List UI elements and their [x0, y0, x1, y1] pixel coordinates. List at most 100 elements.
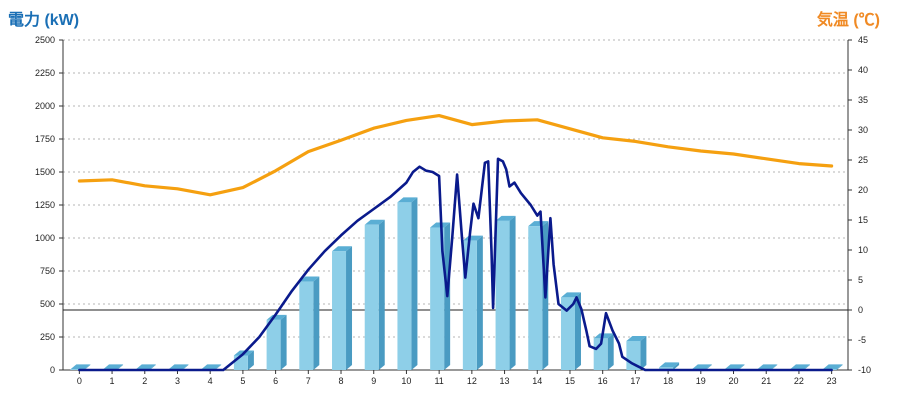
bar-side [640, 335, 647, 370]
bar [593, 333, 614, 370]
bar-top [495, 215, 516, 221]
bar-face [332, 251, 347, 370]
left-tick-label: 500 [40, 299, 55, 309]
bar-face [528, 226, 543, 370]
left-tick-label: 750 [40, 266, 55, 276]
x-tick-label: 5 [240, 376, 245, 386]
x-tick-label: 13 [500, 376, 510, 386]
x-tick-label: 12 [467, 376, 477, 386]
bar-face [364, 224, 379, 370]
x-tick-label: 1 [110, 376, 115, 386]
bar-side [803, 364, 810, 370]
bar-side [149, 364, 156, 370]
bar-face [659, 367, 674, 370]
bar-side [84, 364, 91, 370]
right-tick-label: 25 [858, 155, 868, 165]
x-tick-label: 17 [630, 376, 640, 386]
bar-top [822, 364, 843, 370]
x-tick-label: 21 [761, 376, 771, 386]
left-tick-label: 2250 [35, 68, 55, 78]
x-tick-label: 16 [598, 376, 608, 386]
temperature-line [77, 114, 834, 197]
x-tick-label: 23 [827, 376, 837, 386]
left-tick-label: 1000 [35, 233, 55, 243]
bar-top [724, 364, 745, 370]
bar [495, 215, 516, 370]
left-axis-title: 電力 (kW) [8, 12, 80, 29]
bar-side [476, 235, 483, 370]
bar-top [201, 364, 222, 370]
x-tick-label: 0 [77, 376, 82, 386]
grid-lines [63, 39, 848, 338]
bar-face [430, 227, 445, 370]
right-tick-label: 10 [858, 245, 868, 255]
bar [332, 246, 353, 370]
left-tick-label: 2500 [35, 35, 55, 45]
bar-face [560, 297, 575, 370]
x-tick-label: 2 [142, 376, 147, 386]
bar [430, 222, 451, 370]
left-tick-label: 250 [40, 332, 55, 342]
bar-face [495, 220, 510, 370]
bar-side [607, 333, 614, 370]
bar [659, 362, 680, 370]
bar-top [593, 333, 614, 339]
left-tick-label: 1750 [35, 134, 55, 144]
x-tick-label: 15 [565, 376, 575, 386]
bar-face [266, 319, 281, 370]
bar-side [280, 314, 287, 370]
x-tick-label: 19 [696, 376, 706, 386]
bar [462, 235, 483, 370]
bar-side [247, 350, 254, 370]
x-tick-label: 9 [371, 376, 376, 386]
bar-side [574, 292, 581, 370]
bar-side [117, 364, 124, 370]
bars [70, 197, 843, 370]
left-tick-label: 1250 [35, 200, 55, 210]
bar-top [135, 364, 156, 370]
left-tick-label: 2000 [35, 101, 55, 111]
right-tick-label: -10 [858, 365, 871, 375]
x-tick-label: 18 [663, 376, 673, 386]
bar [364, 219, 385, 370]
bar-face [397, 202, 412, 370]
x-tick-label: 7 [306, 376, 311, 386]
bar-top [299, 276, 320, 282]
right-tick-label: -5 [858, 335, 866, 345]
right-tick-label: 30 [858, 125, 868, 135]
bar-top [332, 246, 353, 252]
bar-side [378, 219, 385, 370]
bar [299, 276, 320, 370]
bar-top [103, 364, 124, 370]
bar-side [411, 197, 418, 370]
bar-top [462, 235, 483, 241]
bar-top [364, 219, 385, 225]
x-tick-label: 11 [434, 376, 443, 386]
right-tick-label: 35 [858, 95, 868, 105]
bar-side [313, 276, 320, 370]
bar-top [757, 364, 778, 370]
left-tick-label: 1500 [35, 167, 55, 177]
left-tick-label: 0 [50, 365, 55, 375]
bar-side [509, 215, 516, 370]
bar-top [397, 197, 418, 203]
bar-side [771, 364, 778, 370]
right-tick-label: 45 [858, 35, 868, 45]
bar [266, 314, 287, 370]
bar-face [70, 369, 85, 370]
bar-top [789, 364, 810, 370]
right-tick-label: 5 [858, 275, 863, 285]
bar-side [705, 364, 712, 370]
bar-top [691, 364, 712, 370]
bar-top [528, 221, 549, 227]
x-tick-label: 20 [729, 376, 739, 386]
bar [397, 197, 418, 370]
x-tick-label: 8 [339, 376, 344, 386]
bar-top [560, 292, 581, 298]
x-tick-label: 6 [273, 376, 278, 386]
bar-side [215, 364, 222, 370]
tick-labels: 02505007501000125015001750200022502500-1… [35, 35, 871, 386]
bar-top [70, 364, 91, 370]
bar-top [168, 364, 189, 370]
